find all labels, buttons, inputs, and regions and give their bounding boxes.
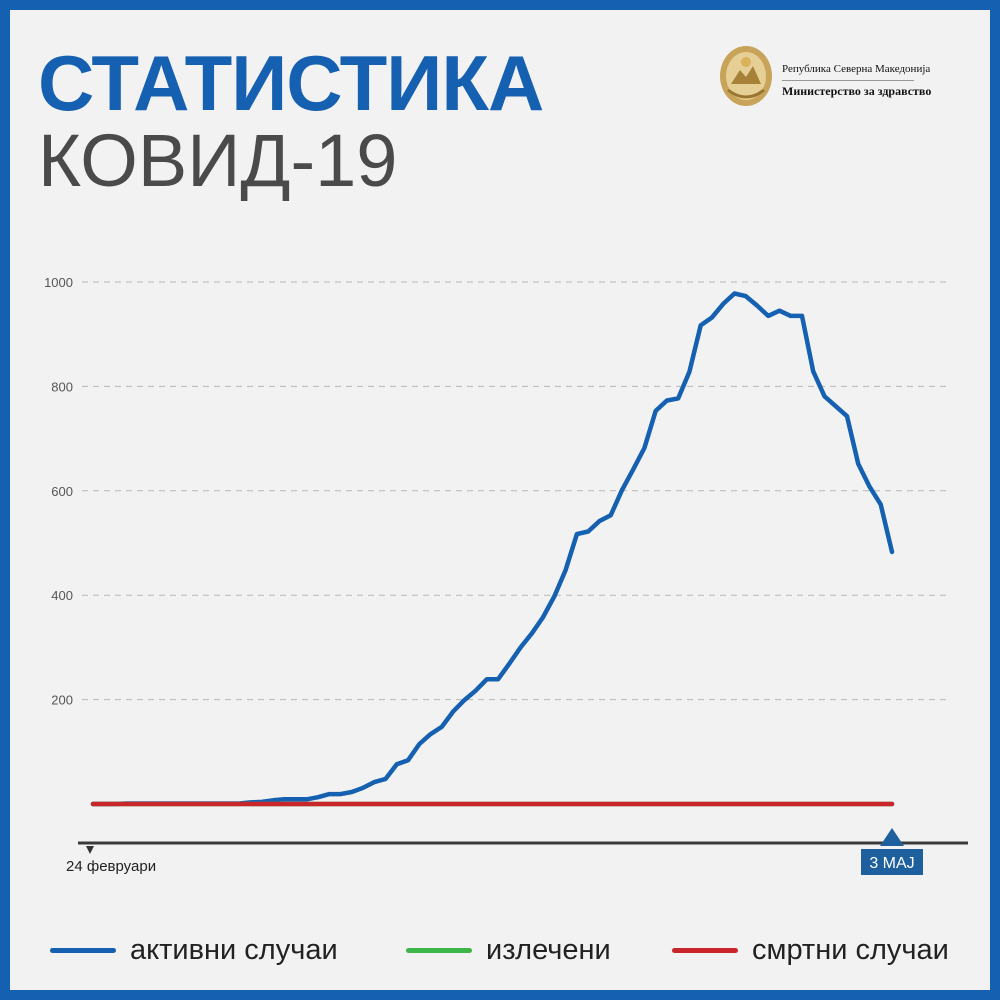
legend-item-active: активни случаи (50, 928, 338, 972)
legend-label-active: активни случаи (130, 933, 338, 966)
x-start-label: 24 февруари (66, 858, 156, 875)
grid-lines (82, 281, 950, 701)
ministry-name-text: Министерство за здравство (782, 84, 932, 98)
x-end-label: 3 МАЈ (869, 855, 914, 872)
legend-swatch-active (50, 947, 116, 953)
ministry-country-text: Република Северна Македонија (782, 63, 931, 75)
page-subtitle: КОВИД-19 (38, 119, 398, 202)
series-lines (90, 291, 895, 807)
series-line-0 (90, 291, 895, 807)
coat-of-arms-logo (720, 46, 772, 106)
legend-item-deaths: смртни случаи (672, 928, 949, 972)
end-marker-icon (880, 828, 904, 846)
y-tick-label: 600 (51, 484, 73, 499)
legend-label-deaths: смртни случаи (752, 933, 949, 966)
legend-swatch-deaths (672, 947, 738, 953)
infographic-panel: СТАТИСТИКА КОВИД-19 Република Северна Ма… (10, 10, 990, 990)
x-axis: 24 февруари 3 МАЈ (66, 828, 968, 875)
y-axis-ticks: 200 400 600 800 1000 (44, 275, 73, 708)
y-tick-label: 400 (51, 588, 73, 603)
legend-swatch-recovered (406, 947, 472, 953)
y-tick-label: 800 (51, 379, 73, 394)
y-tick-label: 200 (51, 693, 73, 708)
covid-line-chart: 200 400 600 800 1000 24 февруари 3 МАЈ (44, 275, 968, 875)
page-title: СТАТИСТИКА (38, 39, 544, 127)
legend-label-recovered: излечени (486, 933, 611, 966)
legend-item-recovered: излечени (406, 928, 611, 972)
y-tick-label: 1000 (44, 275, 73, 290)
start-marker-icon (86, 846, 94, 854)
end-date-badge (861, 849, 923, 875)
ministry-divider (782, 80, 914, 81)
